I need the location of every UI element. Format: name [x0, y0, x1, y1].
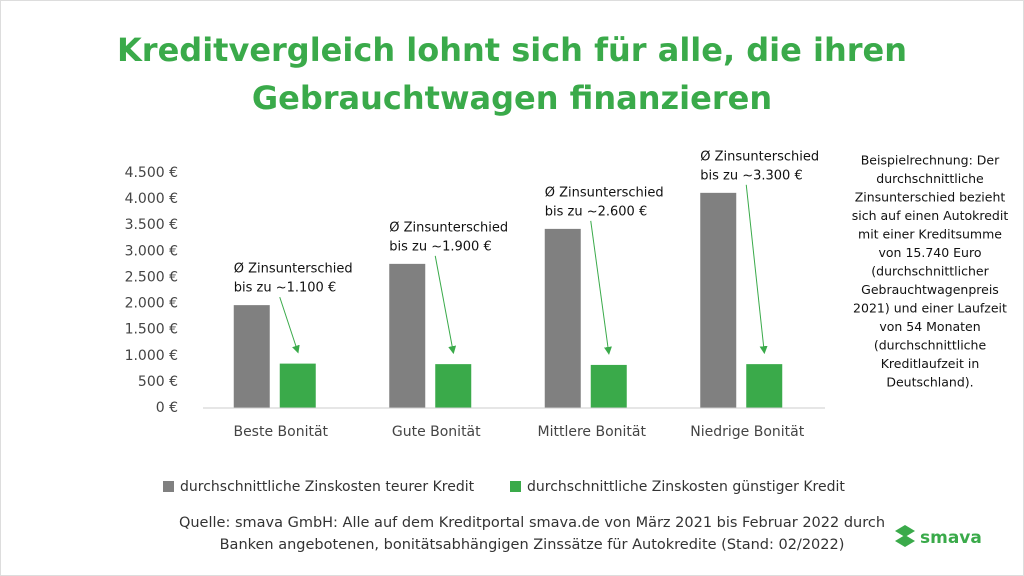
bar	[233, 305, 270, 408]
note: Kreditlaufzeit in	[881, 356, 980, 371]
source: Banken angebotenen, bonitätsabhängigen Z…	[220, 537, 845, 553]
note: Deutschland).	[886, 375, 973, 390]
annotation: Ø Zinsunterschied	[234, 262, 353, 277]
annotation-arrow	[279, 296, 300, 354]
annotation-arrow	[745, 184, 768, 355]
y-tick-label: 3.000 €	[125, 243, 178, 259]
note: (durchschnittlicher	[871, 264, 989, 279]
note: (durchschnittliche	[874, 338, 987, 353]
annotation-arrow	[434, 255, 457, 355]
legend-label: durchschnittliche Zinskosten teurer Kred…	[180, 479, 475, 495]
note: sich auf einen Autokredit	[852, 208, 1009, 223]
x-tick-label: Beste Bonität	[233, 424, 328, 440]
bar	[279, 363, 316, 408]
y-tick-label: 0 €	[156, 400, 178, 416]
y-tick-label: 500 €	[138, 374, 178, 390]
x-tick-label: Mittlere Bonität	[538, 424, 647, 440]
note: Beispielrechnung: Der	[861, 153, 1000, 168]
bar	[700, 192, 737, 408]
note: Gebrauchtwagenpreis	[861, 282, 999, 297]
note: durchschnittliche	[876, 171, 984, 186]
legend-label: durchschnittliche Zinskosten günstiger K…	[527, 479, 845, 495]
annotation: bis zu ~1.900 €	[389, 239, 491, 254]
logo: smava	[920, 528, 982, 548]
note: mit einer Kreditsumme	[858, 227, 1002, 242]
annotation: bis zu ~1.100 €	[234, 281, 336, 296]
annotation: Ø Zinsunterschied	[545, 185, 664, 200]
annotation: bis zu ~2.600 €	[545, 204, 647, 219]
note: von 54 Monaten	[879, 319, 980, 334]
x-tick-label: Niedrige Bonität	[690, 424, 804, 440]
bar	[435, 364, 472, 408]
note: Zinsunterschied bezieht	[855, 190, 1006, 205]
x-tick-label: Gute Bonität	[392, 424, 481, 440]
note: 2021) und einer Laufzeit	[853, 301, 1007, 316]
y-tick-label: 3.500 €	[125, 217, 178, 233]
bar	[590, 364, 627, 408]
annotation-arrow	[590, 220, 612, 355]
legend-swatch	[163, 481, 174, 492]
chart-title: Gebrauchtwagen finanzieren	[252, 79, 772, 117]
note: von 15.740 Euro	[879, 245, 982, 260]
y-tick-label: 2.000 €	[125, 296, 178, 312]
y-tick-label: 4.000 €	[125, 191, 178, 207]
bar	[389, 263, 426, 408]
source: Quelle: smava GmbH: Alle auf dem Kreditp…	[179, 515, 885, 531]
annotation: Ø Zinsunterschied	[389, 220, 508, 235]
bar	[746, 364, 783, 408]
bar	[544, 228, 581, 408]
y-tick-label: 4.500 €	[125, 165, 178, 181]
y-tick-label: 1.500 €	[125, 322, 178, 338]
y-tick-label: 2.500 €	[125, 269, 178, 285]
annotation: bis zu ~3.300 €	[700, 168, 802, 183]
y-tick-label: 1.000 €	[125, 348, 178, 364]
logo-icon	[895, 525, 915, 547]
legend-swatch	[510, 481, 521, 492]
chart-title: Kreditvergleich lohnt sich für alle, die…	[117, 31, 907, 69]
annotation: Ø Zinsunterschied	[700, 149, 819, 164]
